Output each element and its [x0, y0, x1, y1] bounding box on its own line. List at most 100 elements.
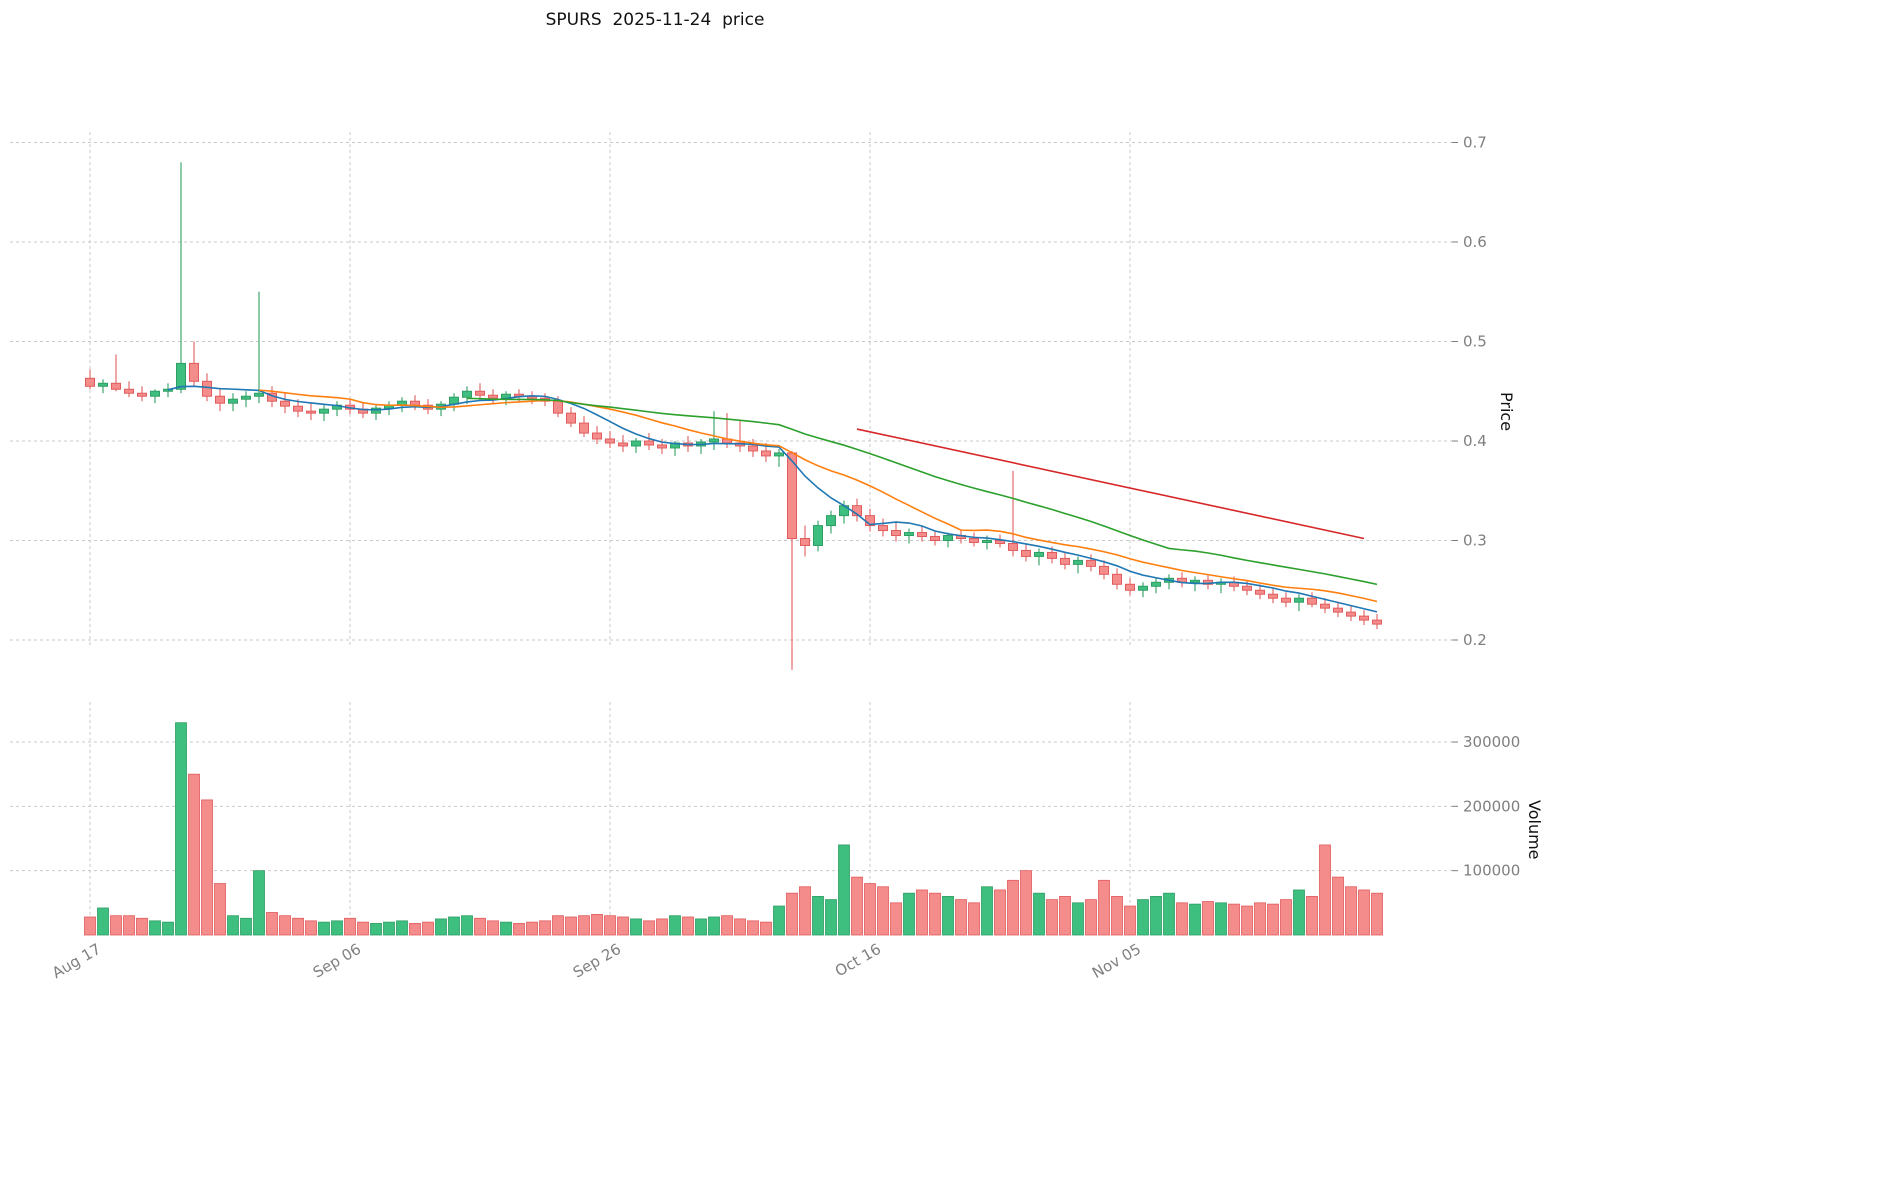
- candle-body: [826, 515, 836, 527]
- ma-line-sma14: [258, 389, 1378, 603]
- volume-bar: [760, 921, 772, 936]
- volume-bar: [227, 915, 239, 936]
- candle-body: [644, 440, 654, 446]
- candle-body: [748, 445, 758, 452]
- volume-bar: [929, 892, 941, 936]
- volume-bar: [474, 917, 486, 936]
- candle-body: [228, 398, 238, 404]
- volume-bar: [1332, 876, 1344, 936]
- volume-bar: [942, 896, 954, 936]
- volume-bar: [1306, 896, 1318, 936]
- volume-bar: [630, 918, 642, 936]
- volume-bar: [357, 921, 369, 936]
- volume-bar: [812, 896, 824, 936]
- volume-bar: [448, 916, 460, 936]
- candle-body: [1060, 557, 1070, 565]
- volume-bar: [214, 883, 226, 936]
- volume-bar: [149, 920, 161, 936]
- candle-body: [1073, 559, 1083, 565]
- volume-bar: [1085, 899, 1097, 936]
- volume-bar: [1319, 844, 1331, 936]
- volume-bar: [851, 876, 863, 936]
- volume-bar: [773, 905, 785, 936]
- volume-bar: [864, 883, 876, 936]
- candle-body: [1372, 619, 1382, 625]
- volume-bar: [786, 892, 798, 936]
- volume-bar: [526, 921, 538, 936]
- price-axis-title: Price: [1497, 392, 1516, 432]
- volume-bar: [253, 870, 265, 936]
- candle-body: [306, 410, 316, 414]
- candle-body: [150, 390, 160, 397]
- volume-bar: [552, 915, 564, 936]
- candle-body: [1151, 581, 1161, 587]
- volume-bar: [721, 915, 733, 936]
- candle-body: [85, 377, 95, 387]
- volume-tick-label: 200000: [1463, 797, 1520, 815]
- volume-bar: [1059, 896, 1071, 936]
- volume-bar: [201, 799, 213, 936]
- candle-body: [1099, 565, 1109, 575]
- volume-bar: [578, 915, 590, 936]
- volume-bar: [1293, 889, 1305, 936]
- candle-body: [319, 408, 329, 414]
- volume-bar: [591, 914, 603, 936]
- candle-body: [813, 525, 823, 546]
- candle-body: [293, 405, 303, 412]
- volume-bar: [1007, 879, 1019, 936]
- candles: [85, 162, 1382, 670]
- volume-bar: [266, 912, 278, 936]
- candle-body: [1190, 579, 1200, 583]
- volume-bar: [747, 920, 759, 936]
- ma-line-sma7: [167, 385, 1378, 613]
- date-tick-label: Sep 06: [310, 940, 364, 982]
- volume-bar: [370, 923, 382, 936]
- candle-body: [1320, 603, 1330, 609]
- volume-bar: [1371, 892, 1383, 936]
- axis-tick-labels: 0.2 0.3 0.4 0.5 0.6 0.7 100000 200000 300000 Aug …: [49, 134, 1520, 983]
- candle-body: [891, 530, 901, 537]
- volume-bar: [695, 918, 707, 936]
- price-tick-label: 0.4: [1463, 432, 1487, 450]
- volume-bar: [825, 899, 837, 936]
- volume-bar: [682, 916, 694, 936]
- volume-bar: [136, 917, 148, 936]
- candle-body: [280, 400, 290, 407]
- volume-bar: [396, 920, 408, 936]
- candle-body: [202, 380, 212, 397]
- volume-bar: [877, 886, 889, 936]
- volume-bar: [994, 889, 1006, 936]
- gridlines: [10, 132, 1452, 935]
- candle-body: [566, 412, 576, 424]
- candle-body: [943, 535, 953, 542]
- price-tick-label: 0.2: [1463, 631, 1487, 649]
- candle-body: [1268, 593, 1278, 599]
- candle-body: [475, 390, 485, 396]
- candle-body: [124, 388, 134, 394]
- candle-body: [774, 452, 784, 457]
- volume-bar: [175, 722, 187, 936]
- volume-bar: [1241, 905, 1253, 936]
- date-tick-label: Oct 16: [832, 940, 884, 980]
- volume-bar: [799, 886, 811, 936]
- candle-body: [488, 394, 498, 399]
- candle-body: [1333, 607, 1343, 613]
- candle-body: [1359, 615, 1369, 621]
- volume-bar: [383, 921, 395, 936]
- volume-bar: [240, 917, 252, 936]
- candle-body: [917, 532, 927, 538]
- volume-bar: [1137, 899, 1149, 936]
- ma-line-sma30: [466, 397, 1378, 586]
- volume-bar: [500, 921, 512, 936]
- candle-body: [1307, 597, 1317, 605]
- volume-bar: [162, 921, 174, 936]
- price-tick-label: 0.7: [1463, 134, 1487, 152]
- volume-tick-label: 300000: [1463, 733, 1520, 751]
- candle-body: [553, 400, 563, 414]
- volume-bar: [188, 773, 200, 936]
- volume-bar: [110, 915, 122, 936]
- volume-bar: [955, 899, 967, 936]
- volume-axis-title: Volume: [1525, 800, 1544, 860]
- volume-bar: [1267, 903, 1279, 936]
- candle-body: [631, 440, 641, 447]
